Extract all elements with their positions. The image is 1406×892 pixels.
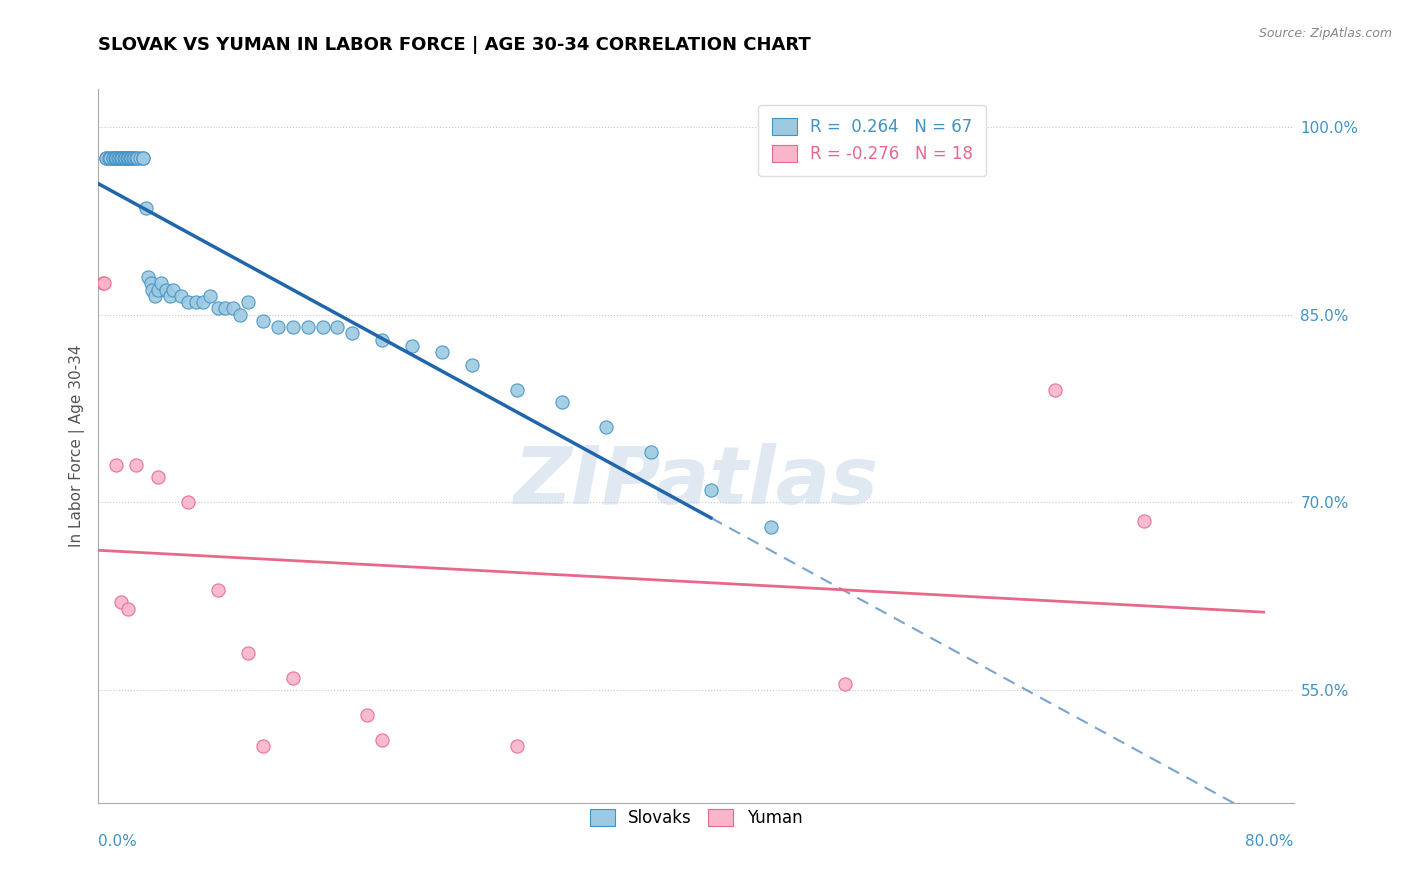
Point — [110, 151, 132, 165]
Point — [214, 301, 236, 316]
Point — [148, 283, 170, 297]
Point — [356, 708, 378, 723]
Point — [107, 151, 129, 165]
Legend: Slovaks, Yuman: Slovaks, Yuman — [583, 802, 808, 834]
Point — [1043, 383, 1066, 397]
Point — [117, 151, 139, 165]
Point — [177, 495, 200, 509]
Point — [120, 151, 142, 165]
Point — [162, 283, 184, 297]
Point — [111, 151, 134, 165]
Point — [430, 345, 453, 359]
Point — [184, 295, 207, 310]
Point — [110, 595, 132, 609]
Point — [700, 483, 723, 497]
Point — [114, 151, 136, 165]
Point — [115, 151, 138, 165]
Point — [136, 270, 159, 285]
Point — [159, 289, 181, 303]
Point — [191, 295, 214, 310]
Point — [104, 151, 127, 165]
Point — [401, 339, 423, 353]
Point — [110, 151, 132, 165]
Text: 80.0%: 80.0% — [1246, 834, 1294, 849]
Point — [97, 151, 120, 165]
Point — [148, 470, 170, 484]
Point — [267, 320, 290, 334]
Point — [595, 420, 617, 434]
Point — [114, 151, 136, 165]
Point — [143, 289, 166, 303]
Point — [117, 601, 139, 615]
Point — [127, 151, 149, 165]
Point — [236, 295, 259, 310]
Point — [252, 314, 274, 328]
Point — [132, 151, 155, 165]
Point — [342, 326, 364, 341]
Point — [281, 671, 304, 685]
Point — [236, 646, 259, 660]
Point — [121, 151, 143, 165]
Point — [200, 289, 222, 303]
Text: SLOVAK VS YUMAN IN LABOR FORCE | AGE 30-34 CORRELATION CHART: SLOVAK VS YUMAN IN LABOR FORCE | AGE 30-… — [98, 36, 811, 54]
Point — [132, 151, 155, 165]
Point — [124, 151, 146, 165]
Point — [98, 151, 122, 165]
Point — [506, 739, 529, 754]
Point — [94, 151, 117, 165]
Text: Source: ZipAtlas.com: Source: ZipAtlas.com — [1258, 27, 1392, 40]
Y-axis label: In Labor Force | Age 30-34: In Labor Force | Age 30-34 — [69, 344, 84, 548]
Point — [371, 333, 394, 347]
Point — [93, 277, 115, 291]
Point — [141, 283, 163, 297]
Point — [1133, 514, 1156, 528]
Point — [550, 395, 572, 409]
Text: 0.0%: 0.0% — [98, 834, 138, 849]
Point — [91, 277, 114, 291]
Point — [281, 320, 304, 334]
Point — [125, 151, 148, 165]
Text: ZIPatlas: ZIPatlas — [513, 442, 879, 521]
Point — [326, 320, 349, 334]
Point — [506, 383, 529, 397]
Point — [105, 458, 128, 472]
Point — [135, 201, 157, 215]
Point — [120, 151, 142, 165]
Point — [150, 277, 173, 291]
Point — [207, 582, 229, 597]
Point — [105, 151, 128, 165]
Point — [311, 320, 333, 334]
Point — [297, 320, 319, 334]
Point — [640, 445, 662, 459]
Point — [94, 151, 117, 165]
Point — [177, 295, 200, 310]
Point — [461, 358, 484, 372]
Point — [252, 739, 274, 754]
Point — [155, 283, 177, 297]
Point — [118, 151, 141, 165]
Point — [125, 458, 148, 472]
Point — [105, 151, 128, 165]
Point — [108, 151, 131, 165]
Point — [103, 151, 125, 165]
Point — [103, 151, 125, 165]
Point — [759, 520, 782, 534]
Point — [222, 301, 245, 316]
Point — [229, 308, 252, 322]
Point — [129, 151, 152, 165]
Point — [207, 301, 229, 316]
Point — [834, 677, 856, 691]
Point — [371, 733, 394, 747]
Point — [112, 151, 135, 165]
Point — [117, 151, 139, 165]
Point — [169, 289, 191, 303]
Point — [139, 277, 162, 291]
